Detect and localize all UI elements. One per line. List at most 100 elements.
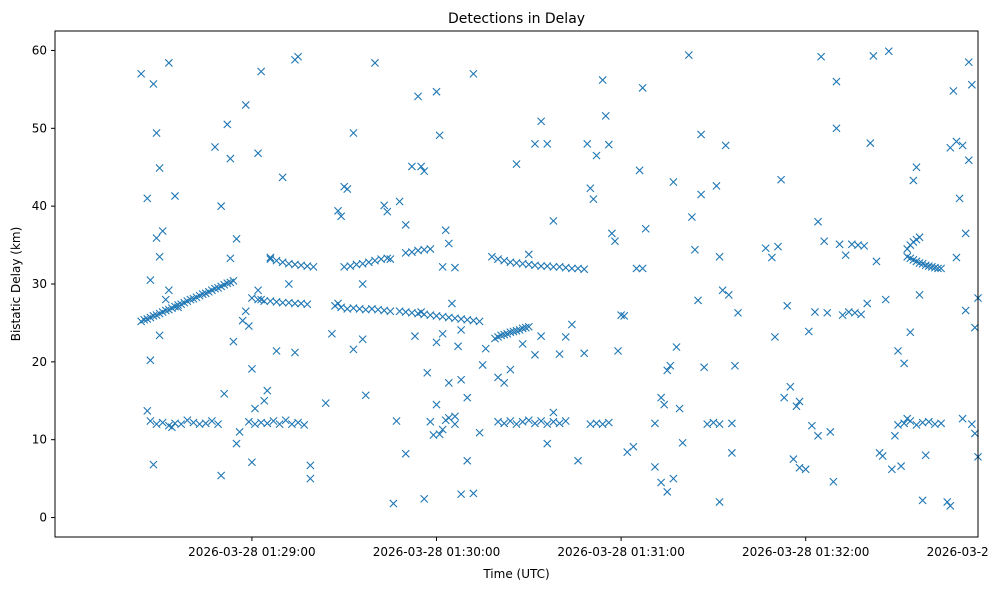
data-point <box>838 311 847 320</box>
data-point <box>395 197 404 206</box>
axes-frame <box>54 30 979 538</box>
data-point <box>660 400 669 409</box>
data-point <box>432 400 441 409</box>
data-point <box>152 128 161 137</box>
data-point <box>229 337 238 346</box>
data-point <box>294 52 303 61</box>
data-point <box>349 128 358 137</box>
data-point <box>494 417 503 426</box>
data-point <box>306 461 315 470</box>
data-point <box>586 184 595 193</box>
data-point <box>247 294 256 303</box>
points-layer <box>137 47 982 510</box>
data-point <box>604 140 613 149</box>
x-tick-label: 2026-03-28 01:32:00 <box>742 545 869 559</box>
data-point <box>383 207 392 216</box>
data-point <box>700 363 709 372</box>
data-point <box>601 111 610 120</box>
data-point <box>872 257 881 266</box>
data-point <box>364 258 373 267</box>
data-point <box>543 420 552 429</box>
data-point <box>155 331 164 340</box>
data-point <box>903 244 912 253</box>
data-point <box>774 242 783 251</box>
data-point <box>687 213 696 222</box>
data-point <box>383 254 392 263</box>
data-point <box>638 264 647 273</box>
data-point <box>663 487 672 496</box>
data-point <box>475 428 484 437</box>
data-point <box>275 420 284 429</box>
data-point <box>343 185 352 194</box>
data-point <box>964 156 973 165</box>
data-point <box>970 323 979 332</box>
data-point <box>346 262 355 271</box>
data-point <box>389 499 398 508</box>
data-point <box>518 417 527 426</box>
data-point <box>555 350 564 359</box>
data-point <box>146 356 155 365</box>
data-point <box>635 166 644 175</box>
data-point <box>438 425 447 434</box>
data-point <box>666 361 675 370</box>
data-point <box>509 327 518 336</box>
data-point <box>638 83 647 92</box>
data-point <box>330 301 339 310</box>
data-point <box>820 237 829 246</box>
data-point <box>444 378 453 387</box>
data-point <box>463 393 472 402</box>
data-point <box>730 361 739 370</box>
data-point <box>777 175 786 184</box>
data-point <box>549 408 558 417</box>
data-point <box>537 417 546 425</box>
data-point <box>946 143 955 152</box>
data-point <box>724 290 733 299</box>
data-point <box>537 262 546 271</box>
data-point <box>881 295 890 304</box>
data-point <box>250 404 259 413</box>
data-point <box>900 419 909 428</box>
data-point <box>709 418 718 427</box>
data-point <box>734 308 743 317</box>
data-point <box>669 474 678 483</box>
data-point <box>450 412 459 421</box>
data-point <box>955 194 964 203</box>
x-tick-label: 2026-03-28 01:31:00 <box>557 545 684 559</box>
data-point <box>309 262 318 271</box>
data-point <box>358 280 367 288</box>
data-point <box>912 163 921 172</box>
data-point <box>780 393 789 402</box>
data-point <box>171 192 179 201</box>
data-point <box>786 382 795 391</box>
data-point <box>407 248 416 257</box>
data-point <box>414 92 423 101</box>
data-point <box>970 429 979 438</box>
data-point <box>580 349 589 358</box>
data-point <box>967 80 976 89</box>
data-point <box>269 417 278 425</box>
data-point <box>961 229 970 238</box>
data-point <box>801 465 810 474</box>
data-point <box>327 329 336 338</box>
data-point <box>697 130 706 139</box>
data-point <box>334 206 343 215</box>
data-point <box>475 317 484 326</box>
data-point <box>226 154 235 163</box>
data-point <box>478 360 487 369</box>
data-point <box>432 87 441 96</box>
data-point <box>537 117 546 126</box>
data-point <box>380 201 389 210</box>
data-point <box>770 332 779 341</box>
data-point <box>444 239 453 248</box>
data-point <box>894 346 902 355</box>
data-point <box>607 229 616 238</box>
data-point <box>210 284 219 293</box>
data-point <box>438 329 447 338</box>
data-point <box>574 456 583 465</box>
data-point <box>263 386 272 395</box>
data-point <box>401 449 410 458</box>
data-point <box>497 331 506 340</box>
data-point <box>952 253 961 262</box>
data-point <box>401 220 410 229</box>
data-point <box>201 419 210 428</box>
